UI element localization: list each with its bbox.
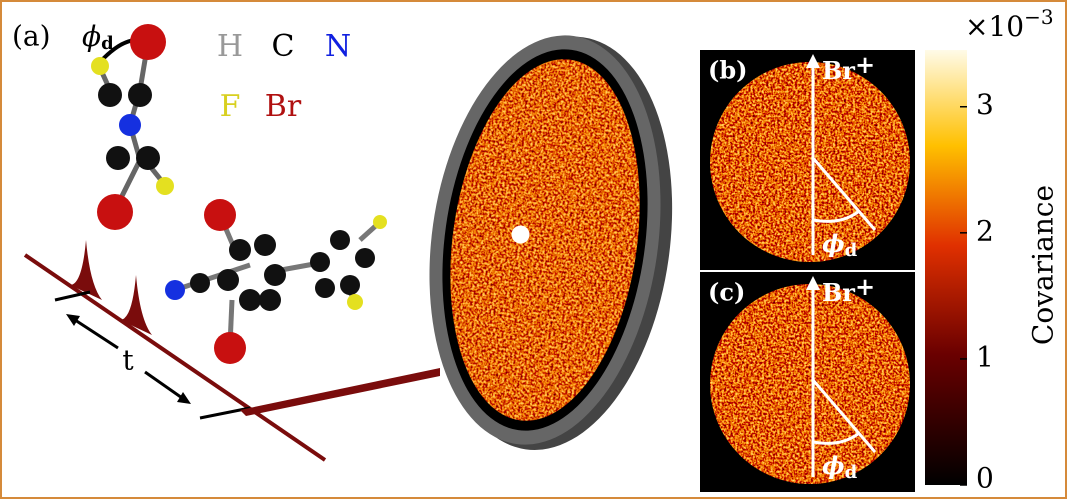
tick-label: 1 <box>976 340 994 373</box>
colorbar-label: Covariance <box>1027 185 1060 345</box>
symbol: ϕ <box>82 20 101 53</box>
vmi-image <box>710 284 910 484</box>
legend-item: Br <box>265 89 302 124</box>
tick-label: 0 <box>976 462 994 495</box>
charge: + <box>855 50 875 79</box>
panel-label: (c) <box>708 278 745 307</box>
tick-label: 2 <box>976 214 994 247</box>
vmi-image <box>710 62 910 262</box>
delay-label: t <box>122 344 134 377</box>
base: ×10 <box>965 10 1024 43</box>
legend-item: H <box>217 29 243 64</box>
panel-label: (b) <box>708 56 748 85</box>
ion: Br <box>822 56 855 85</box>
symbol: ϕ <box>822 229 845 258</box>
exponent: −3 <box>1024 5 1053 29</box>
colorbar-gradient <box>925 50 967 485</box>
charge: + <box>855 272 875 301</box>
legend-item: F <box>220 89 241 124</box>
subscript: d <box>845 462 858 483</box>
ion: Br <box>822 278 855 307</box>
subscript: d <box>845 240 858 261</box>
symbol: ϕ <box>822 451 845 480</box>
vmi-panel: (c) Br+ ϕd <box>700 272 915 493</box>
figure: (a) ϕd HCNFBr t (b)Br+ϕd(c)Br+ϕd Covaria… <box>0 0 1067 499</box>
legend-item: C <box>272 29 295 64</box>
tick-label: 3 <box>976 88 994 121</box>
legend-item: N <box>325 29 351 64</box>
vmi-panel: (b) Br+ ϕd <box>700 50 915 271</box>
panel-label: (a) <box>12 20 51 53</box>
